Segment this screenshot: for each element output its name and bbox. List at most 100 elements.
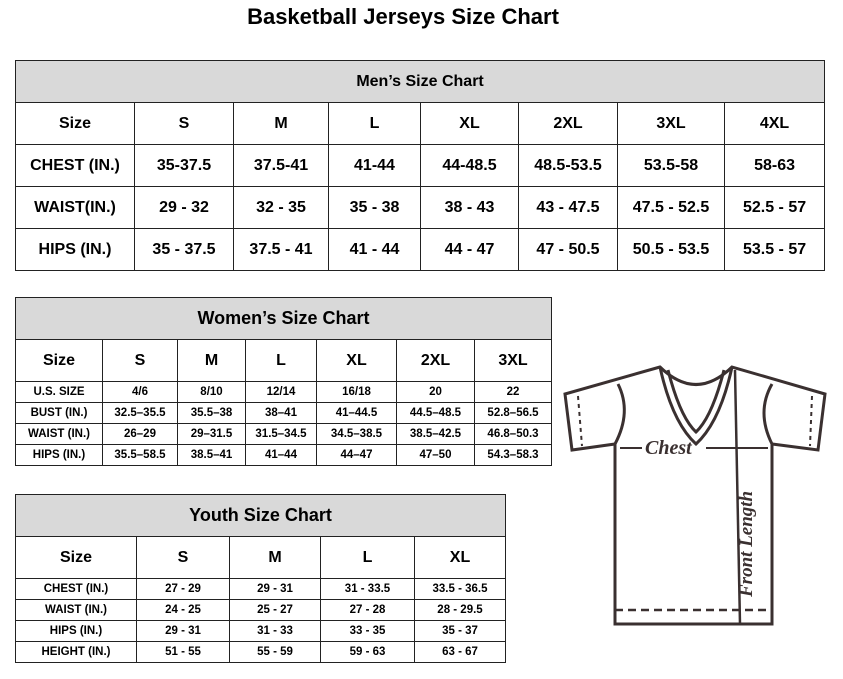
table-row: WAIST(IN.) 29 - 32 32 - 35 35 - 38 38 - 43 43… xyxy=(15,186,826,229)
table-cell: 35-37.5 xyxy=(134,144,234,187)
row-label: HEIGHT (IN.) xyxy=(15,641,137,663)
header-row: Size S M L XL 2XL 3XL 4XL xyxy=(15,102,826,145)
table-cell: 41-44 xyxy=(328,144,421,187)
table-cell: 34.5–38.5 xyxy=(316,423,397,445)
table-cell: 29–31.5 xyxy=(177,423,246,445)
table-cell: 47.5 - 52.5 xyxy=(617,186,725,229)
table-cell: 3XL xyxy=(617,102,725,145)
row-label: HIPS (IN.) xyxy=(15,620,137,642)
table-cell: 29 - 31 xyxy=(229,578,321,600)
table-cell: 3XL xyxy=(473,339,553,382)
row-label: Size xyxy=(15,339,103,382)
table-cell: 35.5–38 xyxy=(177,402,246,424)
table-cell: 48.5-53.5 xyxy=(518,144,618,187)
chest-label: Chest xyxy=(645,437,693,459)
row-label: CHEST (IN.) xyxy=(15,144,135,187)
table-row: BUST (IN.) 32.5–35.5 35.5–38 38–41 41–44.5 44… xyxy=(15,402,553,424)
table-cell: 31.5–34.5 xyxy=(245,423,317,445)
table-cell: 38–41 xyxy=(245,402,317,424)
table-cell: 26–29 xyxy=(102,423,178,445)
table-caption: Youth Size Chart xyxy=(14,494,507,537)
page-title: Basketball Jerseys Size Chart xyxy=(247,4,559,29)
table-cell: 8/10 xyxy=(177,381,246,403)
table-cell: XL xyxy=(413,536,507,579)
table-cell: 32 - 35 xyxy=(233,186,329,229)
table-cell: 27 - 29 xyxy=(136,578,230,600)
table-cell: M xyxy=(229,536,321,579)
table-row: CHEST (IN.) 27 - 29 29 - 31 31 - 33.5 33.5 -… xyxy=(15,578,507,600)
row-label: HIPS (IN.) xyxy=(15,228,135,271)
table-cell: 37.5 - 41 xyxy=(233,228,329,271)
table-row: HIPS (IN.) 29 - 31 31 - 33 33 - 35 35 - 37 xyxy=(15,620,507,642)
table-cell: 28 - 29.5 xyxy=(413,599,507,621)
jersey-diagram: Chest Front Length xyxy=(563,365,827,626)
table-row: HIPS (IN.) 35.5–58.5 38.5–41 41–44 44–47 47–5… xyxy=(15,444,553,466)
table-row: WAIST (IN.) 24 - 25 25 - 27 27 - 28 28 - 29.… xyxy=(15,599,507,621)
row-label: HIPS (IN.) xyxy=(15,444,103,466)
row-label: BUST (IN.) xyxy=(15,402,103,424)
table-cell: 47 - 50.5 xyxy=(518,228,618,271)
table-cell: 51 - 55 xyxy=(136,641,230,663)
table-cell: 35 - 37.5 xyxy=(134,228,234,271)
table-cell: L xyxy=(320,536,415,579)
table-cell: S xyxy=(102,339,178,382)
table-cell: 41–44 xyxy=(245,444,317,466)
table-cell: 12/14 xyxy=(245,381,317,403)
row-label: Size xyxy=(15,536,137,579)
table-cell: 31 - 33.5 xyxy=(320,578,415,600)
row-label: WAIST (IN.) xyxy=(15,599,137,621)
table-cell: 47–50 xyxy=(396,444,475,466)
table-cell: 59 - 63 xyxy=(320,641,415,663)
table-cell: 63 - 67 xyxy=(413,641,507,663)
table-cell: 35 - 37 xyxy=(413,620,507,642)
table-row: WAIST (IN.) 26–29 29–31.5 31.5–34.5 34.5–38.… xyxy=(15,423,553,445)
table-cell: 35 - 38 xyxy=(328,186,421,229)
table-cell: 41–44.5 xyxy=(316,402,397,424)
table-cell: 38 - 43 xyxy=(420,186,519,229)
table-row: HEIGHT (IN.) 51 - 55 55 - 59 59 - 63 63 - 67 xyxy=(15,641,507,663)
table-cell: L xyxy=(328,102,421,145)
table-cell: L xyxy=(245,339,317,382)
table-cell: 25 - 27 xyxy=(229,599,321,621)
table-caption: Women’s Size Chart xyxy=(14,297,553,340)
table-cell: M xyxy=(233,102,329,145)
table-cell: 44-48.5 xyxy=(420,144,519,187)
table-cell: 22 xyxy=(473,381,553,403)
table-cell: 35.5–58.5 xyxy=(102,444,178,466)
table-cell: 20 xyxy=(396,381,475,403)
table-cell: 32.5–35.5 xyxy=(102,402,178,424)
table-cell: 44–47 xyxy=(316,444,397,466)
row-label: U.S. SIZE xyxy=(15,381,103,403)
table-cell: 37.5-41 xyxy=(233,144,329,187)
table-row: CHEST (IN.) 35-37.5 37.5-41 41-44 44-48.5 48.… xyxy=(15,144,826,187)
table-cell: 4/6 xyxy=(102,381,178,403)
mens-size-table: Men’s Size Chart Size S M L XL 2XL 3XL 4XL CHEST… xyxy=(14,60,826,271)
table-cell: 46.8–50.3 xyxy=(473,423,553,445)
header-row: Size S M L XL 2XL 3XL xyxy=(15,339,553,382)
table-cell: 29 - 31 xyxy=(136,620,230,642)
table-cell: 27 - 28 xyxy=(320,599,415,621)
table-cell: 2XL xyxy=(396,339,475,382)
row-label: WAIST (IN.) xyxy=(15,423,103,445)
header-row: Size S M L XL xyxy=(15,536,507,579)
table-cell: 44.5–48.5 xyxy=(396,402,475,424)
table-cell: S xyxy=(134,102,234,145)
table-cell: M xyxy=(177,339,246,382)
table-cell: 55 - 59 xyxy=(229,641,321,663)
table-caption: Men’s Size Chart xyxy=(14,60,826,103)
table-cell: XL xyxy=(316,339,397,382)
table-cell: XL xyxy=(420,102,519,145)
womens-size-table: Women’s Size Chart Size S M L XL 2XL 3XL U.S. S… xyxy=(14,297,553,466)
table-cell: 54.3–58.3 xyxy=(473,444,553,466)
table-cell: 44 - 47 xyxy=(420,228,519,271)
row-label: CHEST (IN.) xyxy=(15,578,137,600)
table-cell: 53.5 - 57 xyxy=(723,228,826,271)
table-cell: 50.5 - 53.5 xyxy=(617,228,725,271)
table-row: U.S. SIZE 4/6 8/10 12/14 16/18 20 22 xyxy=(15,381,553,403)
table-cell: 4XL xyxy=(723,102,826,145)
table-cell: 43 - 47.5 xyxy=(518,186,618,229)
table-cell: 53.5-58 xyxy=(617,144,725,187)
table-cell: 52.8–56.5 xyxy=(473,402,553,424)
table-cell: 38.5–41 xyxy=(177,444,246,466)
